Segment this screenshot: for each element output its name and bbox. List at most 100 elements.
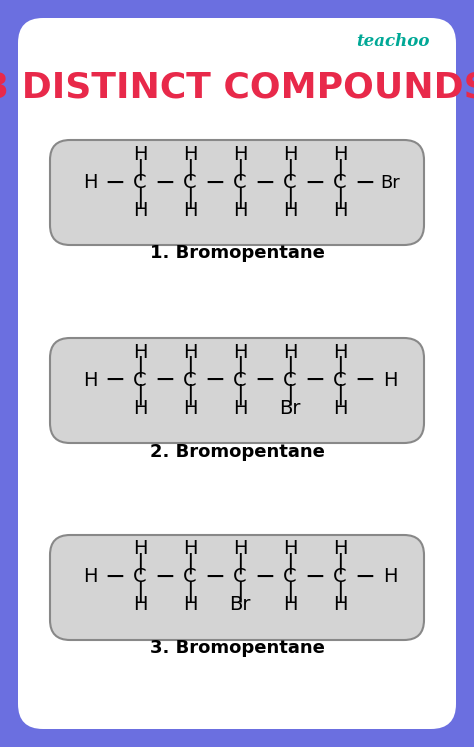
Text: H: H bbox=[283, 146, 297, 164]
Text: −: − bbox=[304, 368, 326, 392]
Text: C: C bbox=[333, 371, 347, 389]
Text: Br: Br bbox=[380, 174, 400, 192]
Text: 2. Bromopentane: 2. Bromopentane bbox=[150, 443, 324, 461]
Text: −: − bbox=[104, 368, 126, 392]
Text: H: H bbox=[333, 202, 347, 220]
Text: H: H bbox=[183, 595, 197, 615]
Text: 3. Bromopentane: 3. Bromopentane bbox=[150, 639, 324, 657]
Text: |: | bbox=[186, 186, 194, 208]
Text: H: H bbox=[333, 595, 347, 615]
Text: C: C bbox=[183, 371, 197, 389]
Text: |: | bbox=[336, 383, 344, 405]
Text: −: − bbox=[155, 565, 175, 589]
Text: |: | bbox=[236, 356, 244, 376]
Text: |: | bbox=[336, 580, 344, 602]
Text: H: H bbox=[133, 343, 147, 362]
Text: C: C bbox=[283, 371, 297, 389]
Text: H: H bbox=[83, 371, 97, 389]
Text: H: H bbox=[233, 343, 247, 362]
Text: H: H bbox=[333, 398, 347, 418]
Text: |: | bbox=[186, 580, 194, 602]
Text: H: H bbox=[183, 202, 197, 220]
Text: H: H bbox=[233, 398, 247, 418]
Text: H: H bbox=[383, 371, 397, 389]
Text: H: H bbox=[333, 539, 347, 559]
Text: C: C bbox=[333, 568, 347, 586]
Text: H: H bbox=[83, 173, 97, 193]
Text: −: − bbox=[355, 368, 375, 392]
FancyBboxPatch shape bbox=[18, 18, 456, 729]
Text: −: − bbox=[304, 565, 326, 589]
Text: |: | bbox=[286, 552, 294, 574]
Text: |: | bbox=[336, 158, 344, 180]
Text: H: H bbox=[283, 539, 297, 559]
Text: 3 DISTINCT COMPOUNDS: 3 DISTINCT COMPOUNDS bbox=[0, 71, 474, 105]
Text: C: C bbox=[333, 173, 347, 193]
Text: C: C bbox=[133, 568, 147, 586]
Text: H: H bbox=[233, 202, 247, 220]
Text: |: | bbox=[336, 552, 344, 574]
Text: H: H bbox=[133, 539, 147, 559]
Text: H: H bbox=[133, 398, 147, 418]
Text: −: − bbox=[355, 171, 375, 195]
Text: C: C bbox=[283, 568, 297, 586]
Text: C: C bbox=[133, 371, 147, 389]
Text: H: H bbox=[233, 539, 247, 559]
Text: −: − bbox=[155, 171, 175, 195]
Text: C: C bbox=[133, 173, 147, 193]
Text: H: H bbox=[83, 568, 97, 586]
Text: −: − bbox=[255, 171, 275, 195]
Text: |: | bbox=[136, 383, 144, 405]
Text: |: | bbox=[136, 580, 144, 602]
Text: |: | bbox=[186, 158, 194, 180]
Text: 1. Bromopentane: 1. Bromopentane bbox=[150, 244, 324, 262]
Text: C: C bbox=[233, 173, 247, 193]
Text: Br: Br bbox=[279, 398, 301, 418]
Text: |: | bbox=[236, 552, 244, 574]
Text: |: | bbox=[136, 186, 144, 208]
Text: |: | bbox=[286, 383, 294, 405]
Text: |: | bbox=[336, 186, 344, 208]
Text: H: H bbox=[133, 202, 147, 220]
Text: Br: Br bbox=[229, 595, 251, 615]
Text: −: − bbox=[304, 171, 326, 195]
Text: H: H bbox=[183, 539, 197, 559]
Text: H: H bbox=[233, 146, 247, 164]
Text: H: H bbox=[133, 595, 147, 615]
Text: |: | bbox=[236, 580, 244, 602]
FancyBboxPatch shape bbox=[50, 338, 424, 443]
Text: H: H bbox=[183, 398, 197, 418]
Text: C: C bbox=[283, 173, 297, 193]
Text: |: | bbox=[286, 356, 294, 376]
Text: −: − bbox=[204, 171, 226, 195]
Text: −: − bbox=[155, 368, 175, 392]
Text: C: C bbox=[233, 371, 247, 389]
Text: C: C bbox=[233, 568, 247, 586]
Text: |: | bbox=[286, 580, 294, 602]
Text: |: | bbox=[336, 356, 344, 376]
Text: C: C bbox=[183, 568, 197, 586]
Text: −: − bbox=[355, 565, 375, 589]
Text: H: H bbox=[383, 568, 397, 586]
Text: |: | bbox=[136, 356, 144, 376]
Text: |: | bbox=[236, 158, 244, 180]
Text: H: H bbox=[283, 202, 297, 220]
Text: −: − bbox=[104, 171, 126, 195]
Text: |: | bbox=[286, 186, 294, 208]
FancyBboxPatch shape bbox=[50, 140, 424, 245]
Text: −: − bbox=[204, 368, 226, 392]
Text: |: | bbox=[186, 552, 194, 574]
Text: H: H bbox=[283, 595, 297, 615]
Text: |: | bbox=[236, 383, 244, 405]
Text: H: H bbox=[183, 343, 197, 362]
FancyBboxPatch shape bbox=[50, 535, 424, 640]
Text: H: H bbox=[133, 146, 147, 164]
Text: H: H bbox=[183, 146, 197, 164]
Text: H: H bbox=[283, 343, 297, 362]
Text: |: | bbox=[236, 186, 244, 208]
Text: −: − bbox=[204, 565, 226, 589]
Text: −: − bbox=[104, 565, 126, 589]
Text: teachoo: teachoo bbox=[356, 34, 430, 51]
Text: −: − bbox=[255, 368, 275, 392]
Text: −: − bbox=[255, 565, 275, 589]
